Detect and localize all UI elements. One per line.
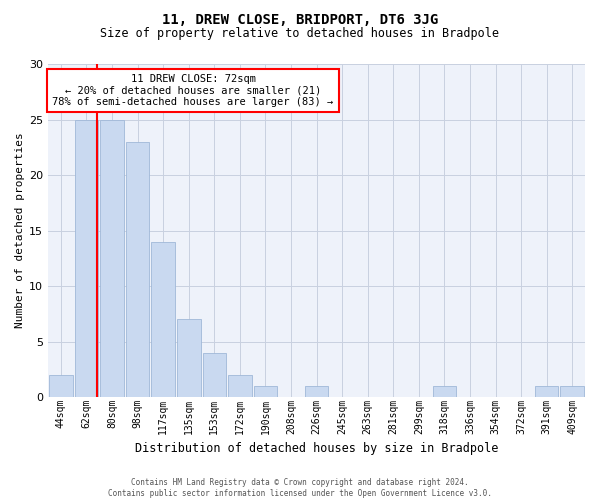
Y-axis label: Number of detached properties: Number of detached properties <box>15 132 25 328</box>
X-axis label: Distribution of detached houses by size in Bradpole: Distribution of detached houses by size … <box>135 442 498 455</box>
Text: Contains HM Land Registry data © Crown copyright and database right 2024.
Contai: Contains HM Land Registry data © Crown c… <box>108 478 492 498</box>
Bar <box>203 352 226 397</box>
Bar <box>100 120 124 397</box>
Bar <box>433 386 456 397</box>
Bar <box>75 120 98 397</box>
Text: Size of property relative to detached houses in Bradpole: Size of property relative to detached ho… <box>101 28 499 40</box>
Bar <box>535 386 559 397</box>
Bar <box>49 375 73 397</box>
Bar <box>560 386 584 397</box>
Text: 11 DREW CLOSE: 72sqm
← 20% of detached houses are smaller (21)
78% of semi-detac: 11 DREW CLOSE: 72sqm ← 20% of detached h… <box>52 74 334 107</box>
Bar <box>305 386 328 397</box>
Bar <box>151 242 175 397</box>
Bar <box>177 320 200 397</box>
Text: 11, DREW CLOSE, BRIDPORT, DT6 3JG: 11, DREW CLOSE, BRIDPORT, DT6 3JG <box>162 12 438 26</box>
Bar <box>254 386 277 397</box>
Bar <box>228 375 251 397</box>
Bar <box>126 142 149 397</box>
